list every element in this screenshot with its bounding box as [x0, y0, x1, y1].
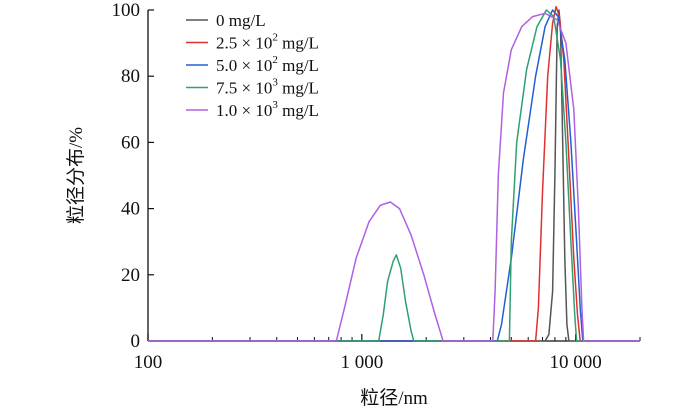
legend-entry-4: 7.5 × 103 mg/L — [216, 77, 319, 98]
x-tick-label: 1 000 — [340, 352, 383, 373]
series — [148, 5, 640, 342]
x-axis-title: 粒径/nm — [360, 387, 428, 409]
y-tick-label: 40 — [121, 199, 140, 220]
y-tick-label: 100 — [112, 0, 141, 21]
series-line-1 — [148, 9, 640, 342]
series-line-4 — [148, 9, 640, 342]
legend-entry-2: 2.5 × 102 mg/L — [216, 32, 319, 53]
series-line-3 — [148, 9, 640, 342]
y-axis-title: 粒径分布/% — [65, 127, 87, 224]
y-tick-label: 60 — [121, 132, 140, 153]
y-tick-label: 0 — [131, 331, 141, 352]
y-tick-label: 20 — [121, 265, 140, 286]
series-line-5 — [148, 12, 640, 342]
y-tick-label: 80 — [121, 66, 140, 87]
legend-entry-3: 5.0 × 102 mg/L — [216, 54, 319, 75]
legend-entry-5: 1.0 × 103 mg/L — [216, 99, 319, 120]
legend-entry-1: 0 mg/L — [216, 11, 266, 30]
series-line-2 — [148, 5, 640, 342]
legend: 0 mg/L 2.5 × 102 mg/L5.0 × 102 mg/L7.5 × … — [186, 11, 319, 120]
x-tick-label: 100 — [134, 352, 163, 373]
x-tick-label: 10 000 — [550, 352, 602, 373]
